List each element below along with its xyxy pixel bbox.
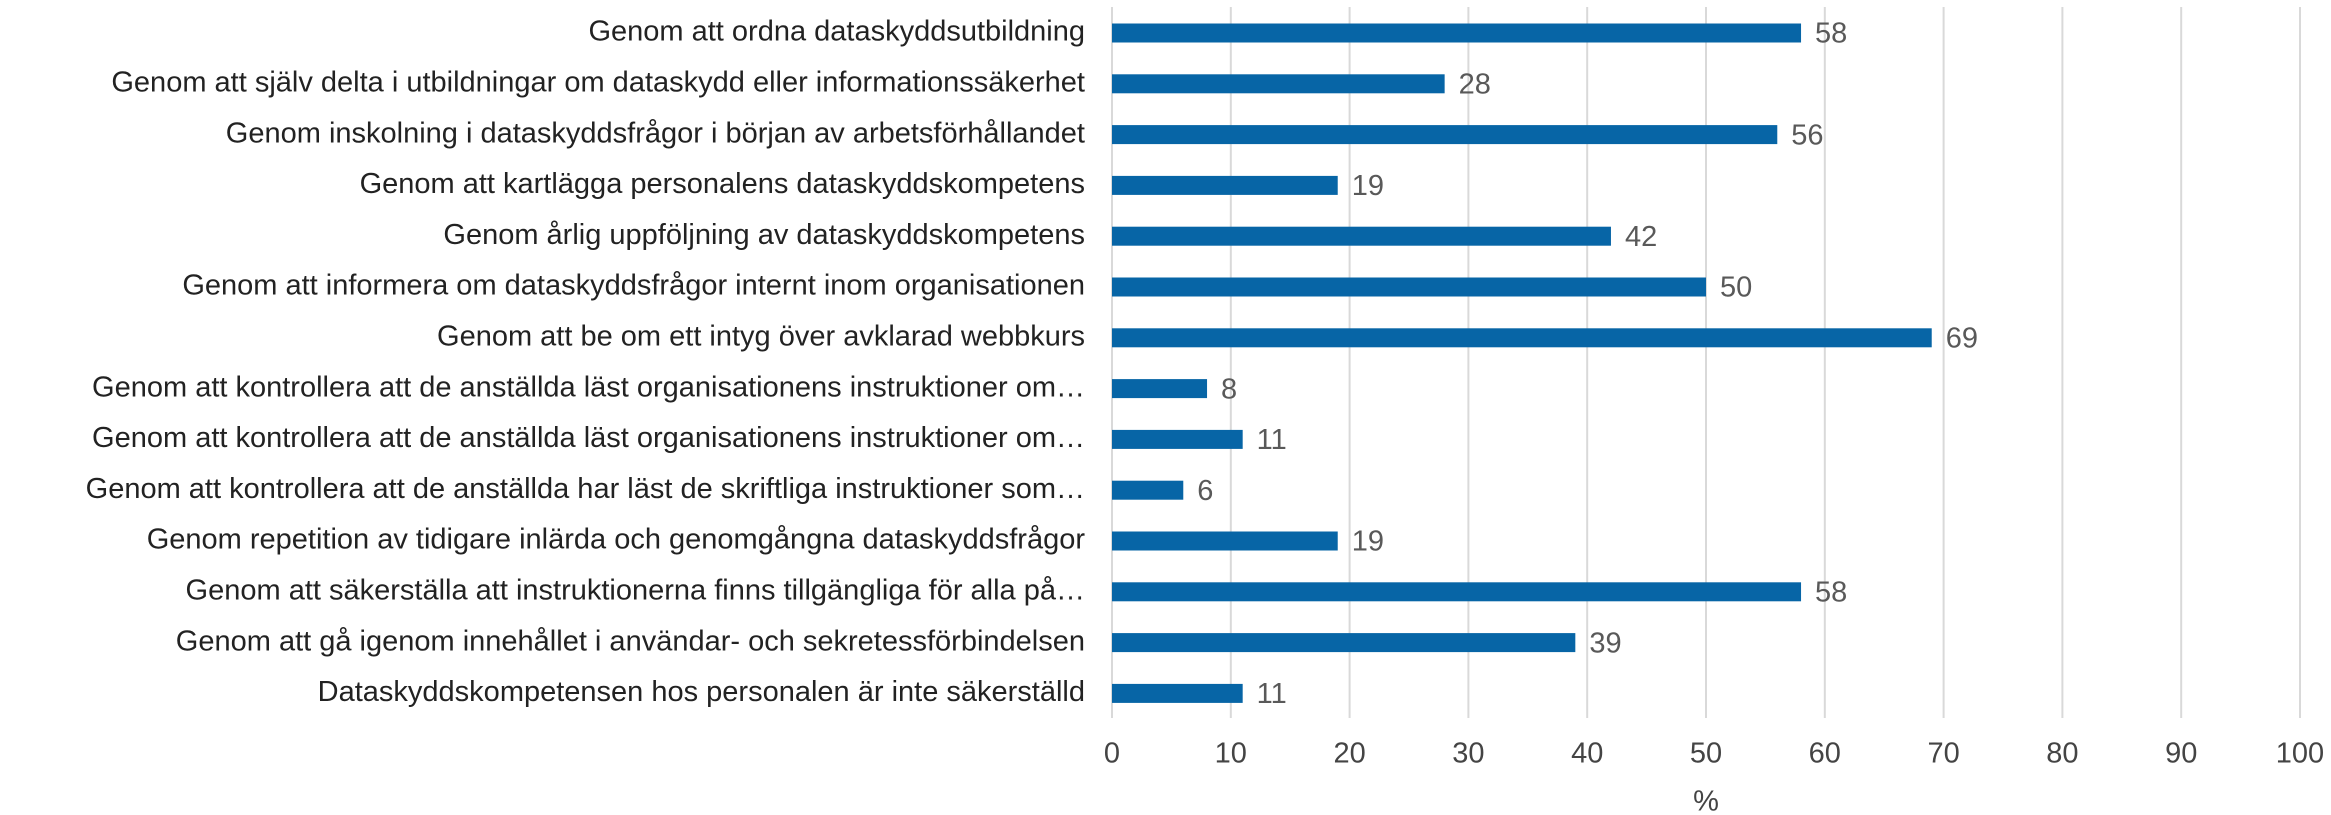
category-label: Genom att kontrollera att de anställda h… — [86, 473, 1085, 505]
value-label: 11 — [1257, 424, 1287, 456]
bar — [1112, 74, 1445, 94]
x-tick-label: 40 — [1571, 738, 1603, 770]
value-label: 11 — [1257, 678, 1287, 710]
value-label: 50 — [1720, 272, 1752, 304]
bar — [1112, 328, 1932, 348]
value-label: 39 — [1589, 627, 1621, 659]
category-label: Genom att be om ett intyg över avklarad … — [437, 320, 1085, 352]
bar — [1112, 125, 1778, 145]
value-label: 19 — [1352, 170, 1384, 202]
category-label: Genom repetition av tidigare inlärda och… — [147, 524, 1086, 556]
category-label: Genom att gå igenom innehållet i använda… — [176, 625, 1085, 657]
value-label: 28 — [1459, 68, 1491, 100]
value-label: 69 — [1946, 322, 1978, 354]
x-tick-label: 50 — [1690, 738, 1722, 770]
category-label: Genom inskolning i dataskyddsfrågor i bö… — [226, 117, 1085, 149]
category-label: Genom att ordna dataskyddsutbildning — [588, 16, 1085, 48]
value-label: 19 — [1352, 526, 1384, 558]
x-tick-label: 10 — [1215, 738, 1247, 770]
bar — [1112, 480, 1184, 500]
value-label: 42 — [1625, 221, 1657, 253]
value-label: 6 — [1197, 475, 1213, 507]
bar — [1112, 226, 1611, 246]
category-label: Genom årlig uppföljning av dataskyddskom… — [443, 219, 1085, 251]
category-label: Dataskyddskompetensen hos personalen är … — [318, 676, 1085, 708]
value-label: 58 — [1815, 18, 1847, 50]
category-label: Genom att informera om dataskyddsfrågor … — [182, 270, 1085, 302]
x-tick-label: 30 — [1452, 738, 1484, 770]
category-label: Genom att kartlägga personalens dataskyd… — [360, 168, 1085, 200]
bar — [1112, 531, 1338, 551]
x-tick-label: 0 — [1104, 738, 1120, 770]
bar — [1112, 379, 1208, 399]
bar — [1112, 633, 1576, 653]
bar — [1112, 277, 1706, 297]
bar — [1112, 175, 1338, 195]
value-label: 8 — [1221, 373, 1237, 405]
category-label: Genom att kontrollera att de anställda l… — [92, 422, 1085, 454]
bar — [1112, 582, 1802, 602]
x-tick-label: 90 — [2165, 738, 2197, 770]
x-tick-label: 100 — [2276, 738, 2324, 770]
x-tick-label: 20 — [1333, 738, 1365, 770]
value-label: 58 — [1815, 576, 1847, 608]
x-tick-label: 70 — [1927, 738, 1959, 770]
x-tick-label: 80 — [2046, 738, 2078, 770]
x-tick-label: 60 — [1809, 738, 1841, 770]
category-label: Genom att kontrollera att de anställda l… — [92, 371, 1085, 403]
x-axis-label: % — [1693, 786, 1719, 815]
bar — [1112, 429, 1243, 449]
bar — [1112, 23, 1802, 43]
bar — [1112, 683, 1243, 703]
category-label: Genom att själv delta i utbildningar om … — [111, 66, 1085, 98]
category-label: Genom att säkerställa att instruktionern… — [186, 574, 1085, 606]
value-label: 56 — [1791, 119, 1823, 151]
